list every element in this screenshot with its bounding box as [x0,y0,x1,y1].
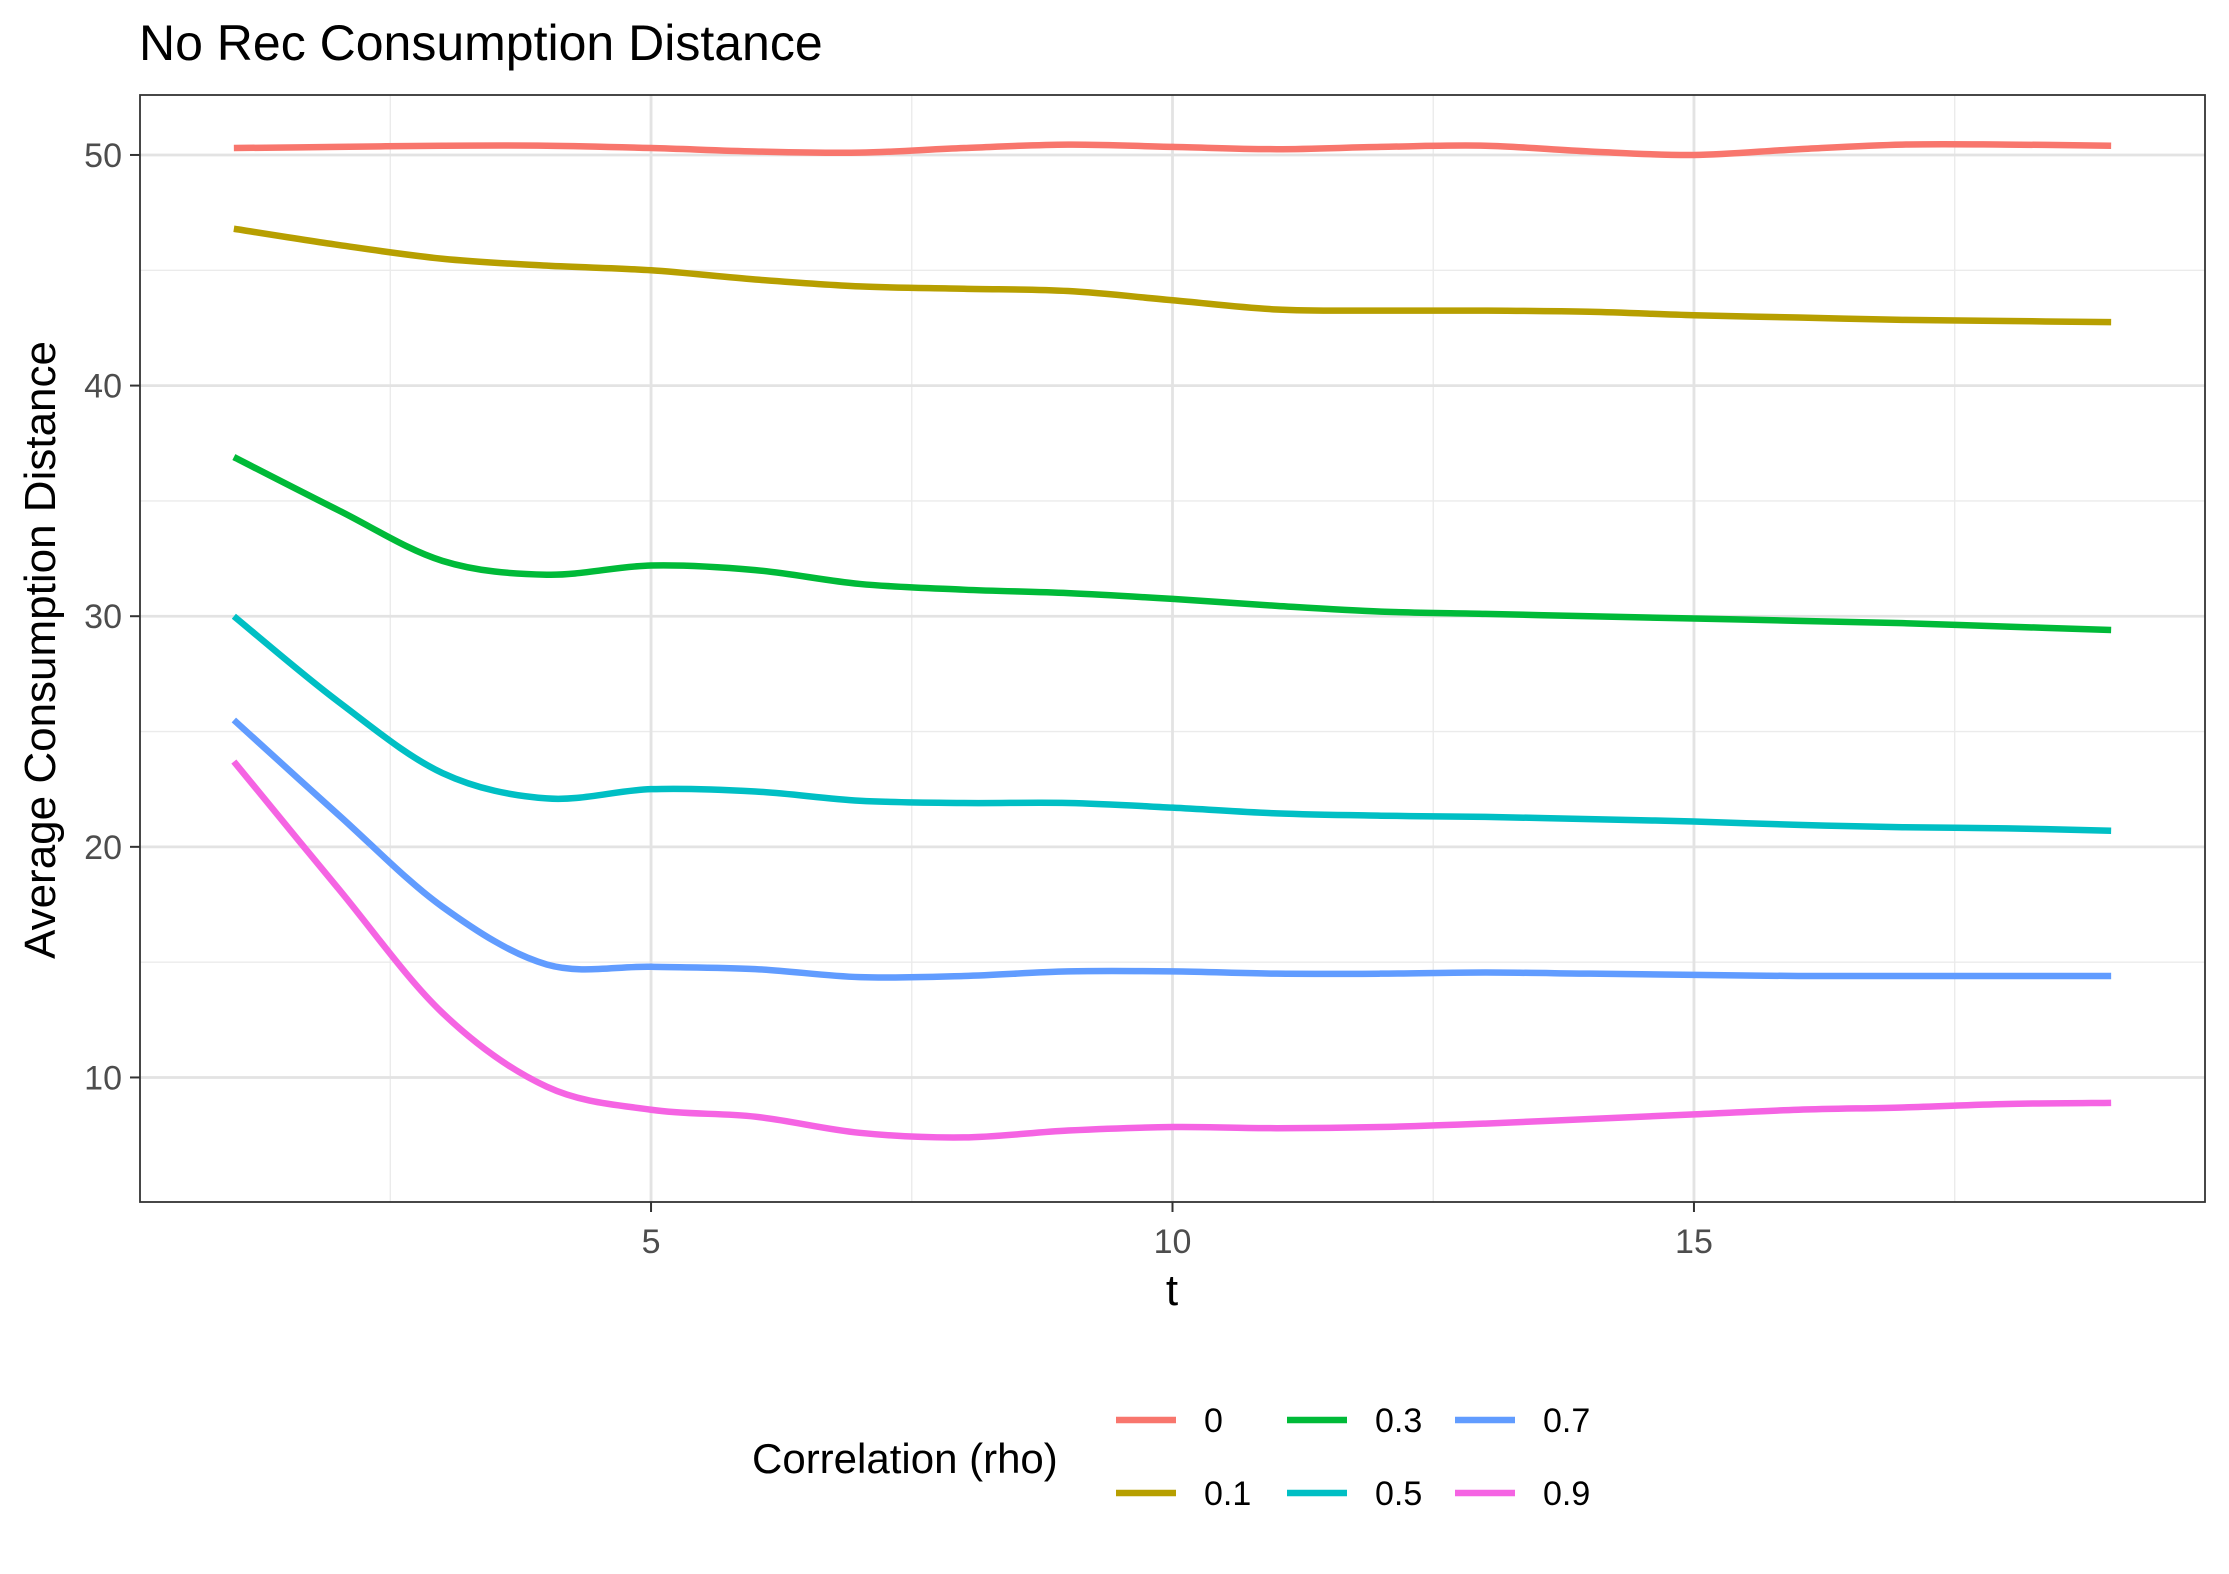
series-line-rho-0-1 [233,225,2112,326]
legend-label-rho-0-7: 0.7 [1543,1402,1590,1440]
x-tick-label: 10 [1154,1223,1192,1261]
legend-label-rho-0: 0 [1204,1402,1223,1440]
series-line-rho-0-7 [231,717,2112,981]
x-tick-label: 5 [642,1223,661,1261]
y-tick-label: 40 [84,368,122,406]
legend-title: Correlation (rho) [752,1435,1058,1482]
legend-label-rho-0-3: 0.3 [1375,1402,1422,1440]
x-axis-title: t [1166,1266,1178,1315]
series-lines [231,140,2112,1141]
y-axis-title: Average Consumption Distance [16,341,65,959]
series-line-rho-0 [233,140,2112,159]
legend-label-rho-0-1: 0.1 [1204,1475,1251,1513]
x-tick-label: 15 [1675,1223,1713,1261]
series-line-rho-0-3 [232,454,2112,634]
series-line-rho-0-9 [231,759,2112,1141]
series-line-rho-0-5 [231,613,2112,834]
y-tick-label: 30 [84,598,122,636]
y-tick-label: 50 [84,137,122,175]
legend: Correlation (rho) 0 0.1 0.3 0.5 0.7 0.9 [752,1402,1590,1513]
x-axis: 5 10 15 [642,1202,1713,1261]
legend-label-rho-0-5: 0.5 [1375,1475,1422,1513]
y-axis: 10 20 30 40 50 [84,137,140,1097]
chart-title: No Rec Consumption Distance [139,15,823,71]
legend-label-rho-0-9: 0.9 [1543,1475,1590,1513]
major-gridlines [140,95,2205,1202]
legend-items: 0 0.1 0.3 0.5 0.7 0.9 [1116,1402,1590,1513]
y-tick-label: 10 [84,1059,122,1097]
y-tick-label: 20 [84,829,122,867]
